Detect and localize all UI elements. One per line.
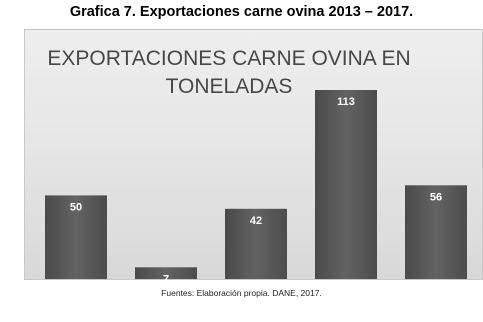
chart-title-line-2: TONELADAS [166, 75, 293, 98]
source-note: Fuentes: Elaboración propia. DANE, 2017. [161, 288, 322, 298]
bar-chart: EXPORTACIONES CARNE OVINA EN TONELADAS 5… [45, 47, 467, 281]
bar-2014 [135, 267, 197, 279]
bar-2017 [405, 185, 467, 279]
chart-title-line-1: EXPORTACIONES CARNE OVINA EN [47, 47, 410, 70]
figure-caption: Grafica 7. Exportaciones carne ovina 201… [69, 4, 414, 20]
bar-series: 50 7 42 113 56 [45, 90, 467, 281]
bar-2016 [315, 90, 377, 279]
chart-panel: EXPORTACIONES CARNE OVINA EN TONELADAS 5… [24, 29, 483, 281]
data-label-2014: 7 [163, 273, 169, 281]
data-label-2017: 56 [430, 191, 442, 203]
data-label-2016: 113 [337, 96, 355, 108]
bar-2015 [225, 208, 287, 279]
data-label-2013: 50 [70, 201, 82, 213]
data-label-2015: 42 [250, 215, 262, 227]
bar-2013 [45, 195, 107, 279]
